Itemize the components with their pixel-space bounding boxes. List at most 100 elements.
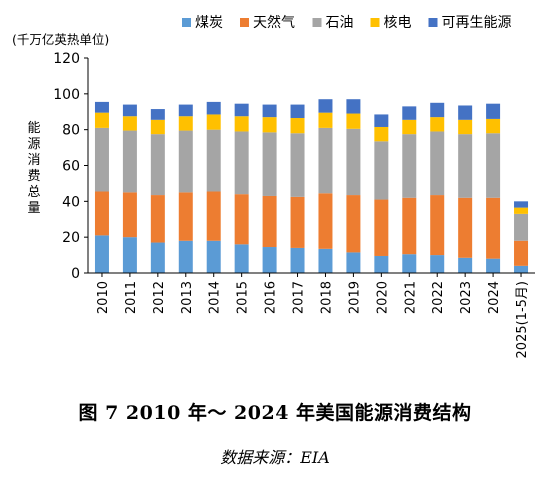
y-axis: 0 20 40 60 80 100 120 xyxy=(53,51,89,282)
bar-segment xyxy=(150,119,165,135)
bar-segment xyxy=(402,254,417,273)
y-tick-label: 0 xyxy=(71,266,80,282)
y-label-char: 费 xyxy=(27,169,40,184)
bar-segment xyxy=(346,113,361,129)
bar-segment xyxy=(94,127,109,192)
bar-segment xyxy=(178,104,193,117)
y-tick-label: 120 xyxy=(53,51,80,67)
bar-segment xyxy=(94,101,109,113)
bar-segment xyxy=(234,194,249,245)
bar-segment xyxy=(150,242,165,273)
bar-segment xyxy=(514,265,529,273)
bar-segment xyxy=(374,141,389,200)
bar-segment xyxy=(318,193,333,249)
bar-segment xyxy=(94,191,109,236)
y-tick-label: 20 xyxy=(62,230,80,246)
legend-label: 可再生能源 xyxy=(442,15,512,31)
bar-segment xyxy=(430,255,445,273)
bar-segment xyxy=(290,196,305,248)
bar-segment xyxy=(122,192,137,238)
bar-segment xyxy=(234,116,249,132)
bar-segment xyxy=(122,104,137,117)
bar-segment xyxy=(346,99,361,114)
bar-segment xyxy=(486,197,501,259)
bar-segment xyxy=(206,240,221,273)
bar-segment xyxy=(346,252,361,273)
bar-segment xyxy=(178,116,193,131)
bar-segment xyxy=(458,134,473,198)
x-tick-label: 2023 xyxy=(459,281,474,314)
bar-segment xyxy=(486,103,501,119)
y-tick-label: 100 xyxy=(53,87,80,103)
bar-segment xyxy=(486,118,501,134)
x-tick-label: 2019 xyxy=(347,281,362,314)
legend-swatch xyxy=(240,18,249,27)
legend-label: 煤炭 xyxy=(195,15,223,31)
x-tick-label: 2013 xyxy=(180,281,195,314)
y-label-char: 量 xyxy=(27,201,40,216)
bar-segment xyxy=(234,103,249,117)
bar-segment xyxy=(318,248,333,273)
x-tick-label: 2018 xyxy=(319,281,334,314)
bar-segment xyxy=(206,191,221,241)
bar-segment xyxy=(122,237,137,273)
bar-segment xyxy=(206,101,221,115)
x-tick-label: 2024 xyxy=(487,281,502,314)
bar-segment xyxy=(150,134,165,196)
legend-swatch xyxy=(312,18,322,27)
bar-segment xyxy=(514,201,529,208)
bar-segment xyxy=(402,134,417,198)
bar-segment xyxy=(290,118,305,134)
legend-label: 天然气 xyxy=(253,14,295,31)
unit-label: (千万亿英热单位) xyxy=(12,32,109,47)
bar-segment xyxy=(514,207,529,214)
bar-segment xyxy=(262,104,277,118)
bar-segment xyxy=(458,257,473,273)
bar-segment xyxy=(514,213,529,241)
bar-segment xyxy=(430,131,445,196)
x-tick-label: 2012 xyxy=(152,281,167,314)
y-label-char: 源 xyxy=(27,137,40,152)
x-tick-label: 2021 xyxy=(403,281,418,314)
x-tick-label: 2014 xyxy=(208,281,223,314)
legend-swatch xyxy=(182,18,191,27)
x-tick-label: 2016 xyxy=(264,281,279,314)
bar-segment xyxy=(178,192,193,241)
bars xyxy=(94,99,529,273)
x-tick-label: 2025(1-5月) xyxy=(515,281,530,358)
bar-segment xyxy=(346,128,361,196)
figure-source: 数据来源：EIA xyxy=(220,448,330,467)
x-tick-label: 2017 xyxy=(292,281,307,314)
bar-segment xyxy=(458,105,473,120)
bar-segment xyxy=(206,129,221,192)
bar-segment xyxy=(262,195,277,248)
legend-swatch xyxy=(428,18,438,27)
legend: 煤炭 天然气 石油 核电 可再生能源 xyxy=(182,14,512,31)
x-axis: 2010 2011 2012 2013 2014 2015 2016 2017 2018 2019… xyxy=(88,272,535,358)
bar-segment xyxy=(430,195,445,256)
bar-segment xyxy=(150,195,165,243)
bar-segment xyxy=(402,197,417,255)
bar-segment xyxy=(178,130,193,193)
bar-segment xyxy=(206,114,221,130)
bar-segment xyxy=(290,133,305,197)
bar-segment xyxy=(234,131,249,195)
bar-segment xyxy=(94,112,109,128)
x-tick-label: 2015 xyxy=(236,281,251,314)
legend-swatch xyxy=(370,18,380,27)
bar-segment xyxy=(402,119,417,135)
x-tick-label: 2011 xyxy=(124,281,139,314)
bar-segment xyxy=(486,258,501,273)
figure-title: 图 7 2010 年～ 2024 年美国能源消费结构 xyxy=(78,402,472,424)
bar-segment xyxy=(374,255,389,273)
bar-segment xyxy=(94,235,109,273)
bar-segment xyxy=(262,247,277,273)
bar-segment xyxy=(346,195,361,253)
bar-segment xyxy=(514,240,529,266)
legend-label: 核电 xyxy=(384,15,412,31)
bar-segment xyxy=(458,197,473,258)
bar-segment xyxy=(318,112,333,128)
bar-segment xyxy=(178,240,193,273)
bar-segment xyxy=(122,116,137,131)
bar-segment xyxy=(402,106,417,120)
